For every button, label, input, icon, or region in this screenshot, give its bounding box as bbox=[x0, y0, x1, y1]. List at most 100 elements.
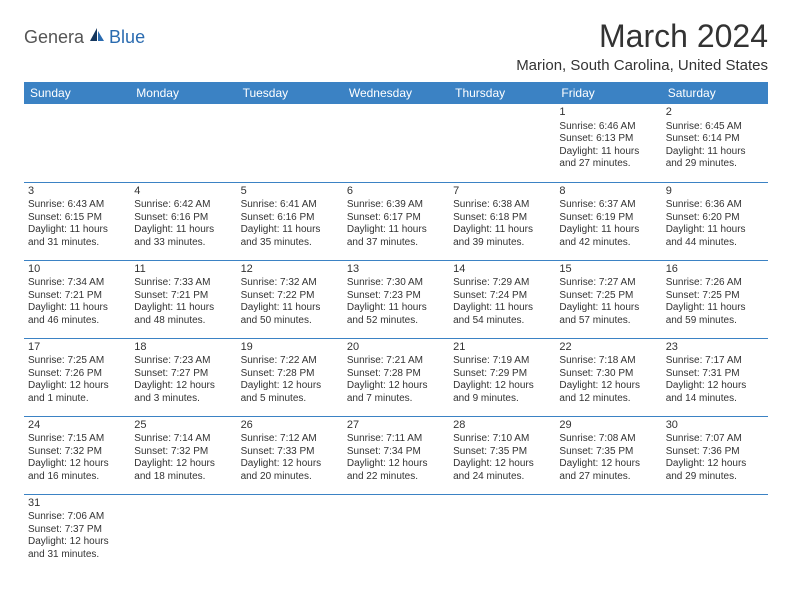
daylight-text: Daylight: 12 hours bbox=[134, 380, 232, 393]
daylight-text: and 54 minutes. bbox=[453, 315, 551, 328]
daylight-text: and 29 minutes. bbox=[666, 471, 764, 484]
sunrise-text: Sunrise: 6:41 AM bbox=[241, 199, 339, 212]
sunset-text: Sunset: 7:27 PM bbox=[134, 368, 232, 381]
day-number: 18 bbox=[134, 341, 232, 355]
daylight-text: Daylight: 11 hours bbox=[28, 224, 126, 237]
day-number: 31 bbox=[28, 497, 126, 511]
day-number: 21 bbox=[453, 341, 551, 355]
logo-text-general: Genera bbox=[24, 27, 84, 48]
calendar-cell bbox=[449, 104, 555, 182]
day-number: 6 bbox=[347, 185, 445, 199]
daylight-text: Daylight: 12 hours bbox=[28, 458, 126, 471]
calendar-cell: 15Sunrise: 7:27 AMSunset: 7:25 PMDayligh… bbox=[555, 260, 661, 338]
sunset-text: Sunset: 7:32 PM bbox=[134, 446, 232, 459]
sunset-text: Sunset: 6:17 PM bbox=[347, 212, 445, 225]
weekday-header: Tuesday bbox=[237, 82, 343, 104]
sunset-text: Sunset: 6:14 PM bbox=[666, 133, 764, 146]
daylight-text: and 35 minutes. bbox=[241, 237, 339, 250]
sunrise-text: Sunrise: 7:30 AM bbox=[347, 277, 445, 290]
daylight-text: and 44 minutes. bbox=[666, 237, 764, 250]
calendar-cell: 7Sunrise: 6:38 AMSunset: 6:18 PMDaylight… bbox=[449, 182, 555, 260]
daylight-text: and 50 minutes. bbox=[241, 315, 339, 328]
sunrise-text: Sunrise: 6:36 AM bbox=[666, 199, 764, 212]
sunrise-text: Sunrise: 7:21 AM bbox=[347, 355, 445, 368]
sunset-text: Sunset: 7:24 PM bbox=[453, 290, 551, 303]
calendar-cell: 26Sunrise: 7:12 AMSunset: 7:33 PMDayligh… bbox=[237, 416, 343, 494]
sunrise-text: Sunrise: 7:32 AM bbox=[241, 277, 339, 290]
weekday-header: Sunday bbox=[24, 82, 130, 104]
daylight-text: and 27 minutes. bbox=[559, 158, 657, 171]
daylight-text: and 57 minutes. bbox=[559, 315, 657, 328]
calendar-row: 3Sunrise: 6:43 AMSunset: 6:15 PMDaylight… bbox=[24, 182, 768, 260]
day-number: 3 bbox=[28, 185, 126, 199]
calendar-cell: 11Sunrise: 7:33 AMSunset: 7:21 PMDayligh… bbox=[130, 260, 236, 338]
day-number: 22 bbox=[559, 341, 657, 355]
sunrise-text: Sunrise: 6:37 AM bbox=[559, 199, 657, 212]
logo-text-blue: Blue bbox=[109, 27, 145, 48]
sunrise-text: Sunrise: 7:17 AM bbox=[666, 355, 764, 368]
sunset-text: Sunset: 7:37 PM bbox=[28, 524, 126, 537]
sunset-text: Sunset: 7:22 PM bbox=[241, 290, 339, 303]
daylight-text: and 52 minutes. bbox=[347, 315, 445, 328]
sunset-text: Sunset: 7:33 PM bbox=[241, 446, 339, 459]
calendar-cell bbox=[343, 104, 449, 182]
calendar-cell bbox=[24, 104, 130, 182]
calendar-cell: 20Sunrise: 7:21 AMSunset: 7:28 PMDayligh… bbox=[343, 338, 449, 416]
sunrise-text: Sunrise: 7:25 AM bbox=[28, 355, 126, 368]
calendar-cell: 28Sunrise: 7:10 AMSunset: 7:35 PMDayligh… bbox=[449, 416, 555, 494]
calendar-cell: 2Sunrise: 6:45 AMSunset: 6:14 PMDaylight… bbox=[662, 104, 768, 182]
daylight-text: Daylight: 12 hours bbox=[134, 458, 232, 471]
calendar-cell: 14Sunrise: 7:29 AMSunset: 7:24 PMDayligh… bbox=[449, 260, 555, 338]
sunrise-text: Sunrise: 7:18 AM bbox=[559, 355, 657, 368]
daylight-text: Daylight: 11 hours bbox=[241, 224, 339, 237]
weekday-header: Wednesday bbox=[343, 82, 449, 104]
daylight-text: and 14 minutes. bbox=[666, 393, 764, 406]
daylight-text: Daylight: 12 hours bbox=[666, 458, 764, 471]
daylight-text: Daylight: 12 hours bbox=[28, 536, 126, 549]
daylight-text: and 39 minutes. bbox=[453, 237, 551, 250]
daylight-text: Daylight: 11 hours bbox=[453, 224, 551, 237]
sunrise-text: Sunrise: 7:15 AM bbox=[28, 433, 126, 446]
weekday-header: Monday bbox=[130, 82, 236, 104]
calendar-cell: 8Sunrise: 6:37 AMSunset: 6:19 PMDaylight… bbox=[555, 182, 661, 260]
calendar-cell: 6Sunrise: 6:39 AMSunset: 6:17 PMDaylight… bbox=[343, 182, 449, 260]
calendar-cell: 18Sunrise: 7:23 AMSunset: 7:27 PMDayligh… bbox=[130, 338, 236, 416]
calendar-cell: 21Sunrise: 7:19 AMSunset: 7:29 PMDayligh… bbox=[449, 338, 555, 416]
sunrise-text: Sunrise: 7:34 AM bbox=[28, 277, 126, 290]
calendar-cell bbox=[343, 494, 449, 572]
sunrise-text: Sunrise: 7:23 AM bbox=[134, 355, 232, 368]
day-number: 8 bbox=[559, 185, 657, 199]
daylight-text: and 31 minutes. bbox=[28, 237, 126, 250]
sunrise-text: Sunrise: 7:19 AM bbox=[453, 355, 551, 368]
daylight-text: Daylight: 11 hours bbox=[241, 302, 339, 315]
daylight-text: and 48 minutes. bbox=[134, 315, 232, 328]
sunrise-text: Sunrise: 7:10 AM bbox=[453, 433, 551, 446]
daylight-text: and 1 minute. bbox=[28, 393, 126, 406]
calendar-cell: 19Sunrise: 7:22 AMSunset: 7:28 PMDayligh… bbox=[237, 338, 343, 416]
day-number: 7 bbox=[453, 185, 551, 199]
daylight-text: and 29 minutes. bbox=[666, 158, 764, 171]
sunrise-text: Sunrise: 7:12 AM bbox=[241, 433, 339, 446]
weekday-header-row: Sunday Monday Tuesday Wednesday Thursday… bbox=[24, 82, 768, 104]
daylight-text: Daylight: 12 hours bbox=[453, 380, 551, 393]
sunset-text: Sunset: 7:28 PM bbox=[347, 368, 445, 381]
sunset-text: Sunset: 7:21 PM bbox=[134, 290, 232, 303]
daylight-text: and 16 minutes. bbox=[28, 471, 126, 484]
header: Genera Blue March 2024 Marion, South Car… bbox=[24, 18, 768, 74]
day-number: 29 bbox=[559, 419, 657, 433]
calendar-row: 31Sunrise: 7:06 AMSunset: 7:37 PMDayligh… bbox=[24, 494, 768, 572]
weekday-header: Saturday bbox=[662, 82, 768, 104]
sunrise-text: Sunrise: 7:08 AM bbox=[559, 433, 657, 446]
sunset-text: Sunset: 7:25 PM bbox=[666, 290, 764, 303]
sunset-text: Sunset: 7:35 PM bbox=[559, 446, 657, 459]
daylight-text: Daylight: 12 hours bbox=[347, 458, 445, 471]
day-number: 27 bbox=[347, 419, 445, 433]
sunset-text: Sunset: 7:36 PM bbox=[666, 446, 764, 459]
sunrise-text: Sunrise: 7:33 AM bbox=[134, 277, 232, 290]
sunset-text: Sunset: 6:19 PM bbox=[559, 212, 657, 225]
sunset-text: Sunset: 7:28 PM bbox=[241, 368, 339, 381]
daylight-text: Daylight: 11 hours bbox=[666, 224, 764, 237]
daylight-text: Daylight: 11 hours bbox=[666, 302, 764, 315]
sunset-text: Sunset: 6:20 PM bbox=[666, 212, 764, 225]
sunrise-text: Sunrise: 7:06 AM bbox=[28, 511, 126, 524]
